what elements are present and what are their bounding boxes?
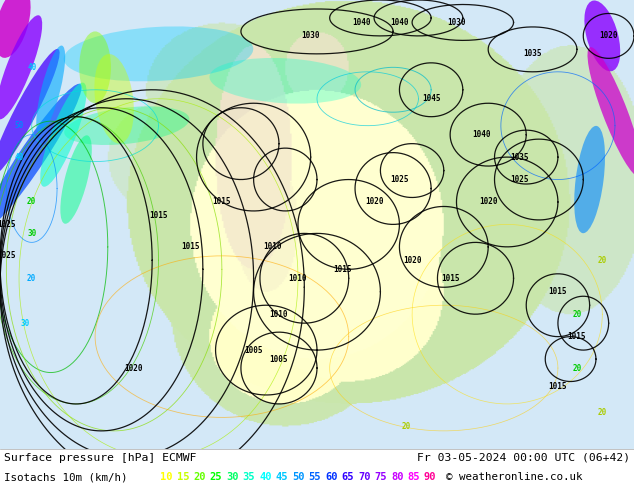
- Text: 20: 20: [27, 197, 36, 206]
- Text: Isotachs 10m (km/h): Isotachs 10m (km/h): [4, 472, 127, 482]
- Text: 75: 75: [375, 472, 387, 482]
- Text: 1010: 1010: [288, 274, 307, 283]
- Text: 1015: 1015: [567, 332, 586, 341]
- Ellipse shape: [0, 0, 30, 58]
- Text: 1015: 1015: [181, 243, 200, 251]
- Text: 30: 30: [226, 472, 238, 482]
- Text: 85: 85: [408, 472, 420, 482]
- Text: 1005: 1005: [244, 345, 263, 355]
- Ellipse shape: [64, 106, 190, 145]
- Text: 20: 20: [598, 409, 607, 417]
- Text: 40: 40: [15, 152, 23, 162]
- Text: 80: 80: [391, 472, 403, 482]
- Text: 1020: 1020: [124, 364, 143, 372]
- Text: Surface pressure [hPa] ECMWF: Surface pressure [hPa] ECMWF: [4, 453, 197, 463]
- Text: 50: 50: [292, 472, 304, 482]
- Text: 1015: 1015: [548, 382, 567, 391]
- Text: 10: 10: [160, 472, 172, 482]
- Text: 1020: 1020: [365, 197, 384, 206]
- Text: 1035: 1035: [510, 152, 529, 162]
- Text: 1040: 1040: [472, 130, 491, 139]
- Text: 40: 40: [259, 472, 271, 482]
- Text: 15: 15: [176, 472, 189, 482]
- Text: 20: 20: [27, 274, 36, 283]
- Text: 1015: 1015: [441, 274, 460, 283]
- Ellipse shape: [0, 15, 42, 120]
- Ellipse shape: [36, 46, 65, 134]
- Ellipse shape: [40, 83, 87, 187]
- Ellipse shape: [0, 84, 82, 230]
- Text: 40: 40: [27, 63, 36, 72]
- Ellipse shape: [574, 126, 605, 233]
- Text: 70: 70: [358, 472, 370, 482]
- Ellipse shape: [79, 31, 111, 103]
- Text: 30: 30: [21, 318, 30, 328]
- Text: 30: 30: [27, 229, 36, 238]
- Text: Fr 03-05-2024 00:00 UTC (06+42): Fr 03-05-2024 00:00 UTC (06+42): [417, 453, 630, 463]
- Text: 1035: 1035: [523, 49, 542, 58]
- Text: 25: 25: [209, 472, 222, 482]
- Ellipse shape: [0, 49, 60, 175]
- Text: 1040: 1040: [390, 18, 409, 27]
- Text: 1030: 1030: [301, 31, 320, 40]
- Text: 45: 45: [276, 472, 288, 482]
- Text: 35: 35: [242, 472, 255, 482]
- Text: 1005: 1005: [269, 355, 288, 364]
- Text: 1025: 1025: [390, 175, 409, 184]
- Text: 1025: 1025: [510, 175, 529, 184]
- Text: 1020: 1020: [599, 31, 618, 40]
- Text: 1015: 1015: [333, 265, 352, 274]
- Text: 50: 50: [15, 121, 23, 130]
- Text: 90: 90: [424, 472, 436, 482]
- Text: 1010: 1010: [263, 243, 282, 251]
- Text: 55: 55: [309, 472, 321, 482]
- Text: 60: 60: [325, 472, 337, 482]
- Ellipse shape: [588, 47, 634, 177]
- Text: 20: 20: [573, 310, 581, 318]
- Text: 20: 20: [193, 472, 205, 482]
- Ellipse shape: [585, 0, 620, 72]
- Text: 1015: 1015: [149, 211, 168, 220]
- Text: 1025: 1025: [0, 251, 16, 260]
- Ellipse shape: [94, 54, 134, 144]
- Text: 1010: 1010: [269, 310, 288, 318]
- Ellipse shape: [209, 58, 361, 104]
- Text: 1020: 1020: [403, 256, 422, 265]
- Ellipse shape: [63, 26, 254, 81]
- Text: 20: 20: [598, 256, 607, 265]
- Text: 20: 20: [401, 422, 410, 431]
- Text: 1020: 1020: [479, 197, 498, 206]
- Text: 1015: 1015: [212, 197, 231, 206]
- Text: 1045: 1045: [422, 94, 441, 103]
- Text: 1025: 1025: [0, 220, 16, 229]
- Text: 1040: 1040: [352, 18, 371, 27]
- Text: 1015: 1015: [548, 287, 567, 296]
- Text: © weatheronline.co.uk: © weatheronline.co.uk: [446, 472, 582, 482]
- Text: 1030: 1030: [447, 18, 466, 27]
- Text: 65: 65: [342, 472, 354, 482]
- Text: 20: 20: [573, 364, 581, 372]
- Ellipse shape: [60, 135, 92, 224]
